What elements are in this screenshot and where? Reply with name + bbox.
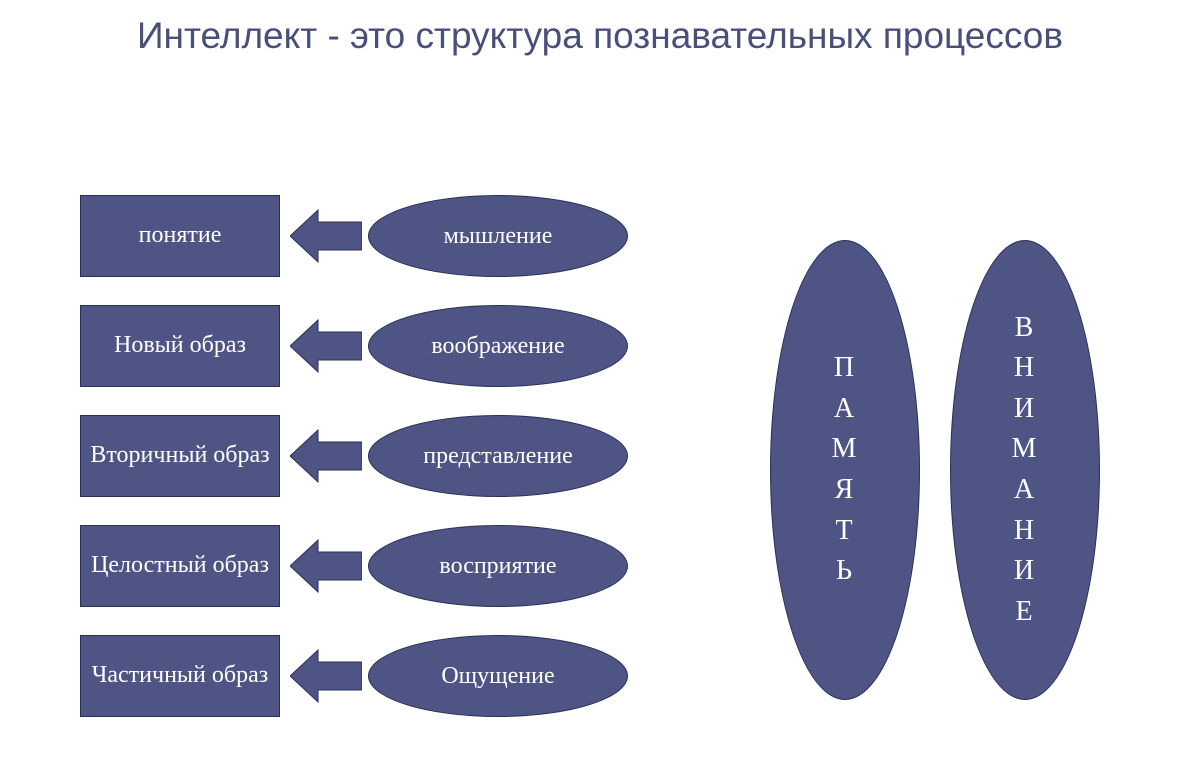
result-rect: Новый образ — [80, 305, 280, 387]
process-ellipse: представление — [368, 415, 628, 497]
tall-ellipses-group: П А М Я Т ЬВ Н И М А Н И Е — [770, 240, 1100, 700]
arrow-left-icon — [290, 318, 362, 374]
tall-ellipse-label: П А М Я Т Ь — [832, 348, 859, 592]
process-ellipse: восприятие — [368, 525, 628, 607]
diagram-rows: понятие мышление Новый образ воображение В… — [80, 195, 628, 745]
diagram-row: Вторичный образ представление — [80, 415, 628, 497]
result-rect: Частичный образ — [80, 635, 280, 717]
process-ellipse: мышление — [368, 195, 628, 277]
process-ellipse: Ощущение — [368, 635, 628, 717]
arrow-left-icon — [290, 208, 362, 264]
result-rect: Целостный образ — [80, 525, 280, 607]
arrow-left-icon — [290, 648, 362, 704]
diagram-row: Целостный образ восприятие — [80, 525, 628, 607]
result-rect: Вторичный образ — [80, 415, 280, 497]
process-ellipse: воображение — [368, 305, 628, 387]
diagram-row: Новый образ воображение — [80, 305, 628, 387]
diagram-row: понятие мышление — [80, 195, 628, 277]
tall-ellipse: В Н И М А Н И Е — [950, 240, 1100, 700]
tall-ellipse: П А М Я Т Ь — [770, 240, 920, 700]
slide-title: Интеллект - это структура познавательных… — [0, 0, 1200, 60]
diagram-row: Частичный образ Ощущение — [80, 635, 628, 717]
arrow-left-icon — [290, 538, 362, 594]
arrow-left-icon — [290, 428, 362, 484]
result-rect: понятие — [80, 195, 280, 277]
tall-ellipse-label: В Н И М А Н И Е — [1012, 308, 1039, 633]
